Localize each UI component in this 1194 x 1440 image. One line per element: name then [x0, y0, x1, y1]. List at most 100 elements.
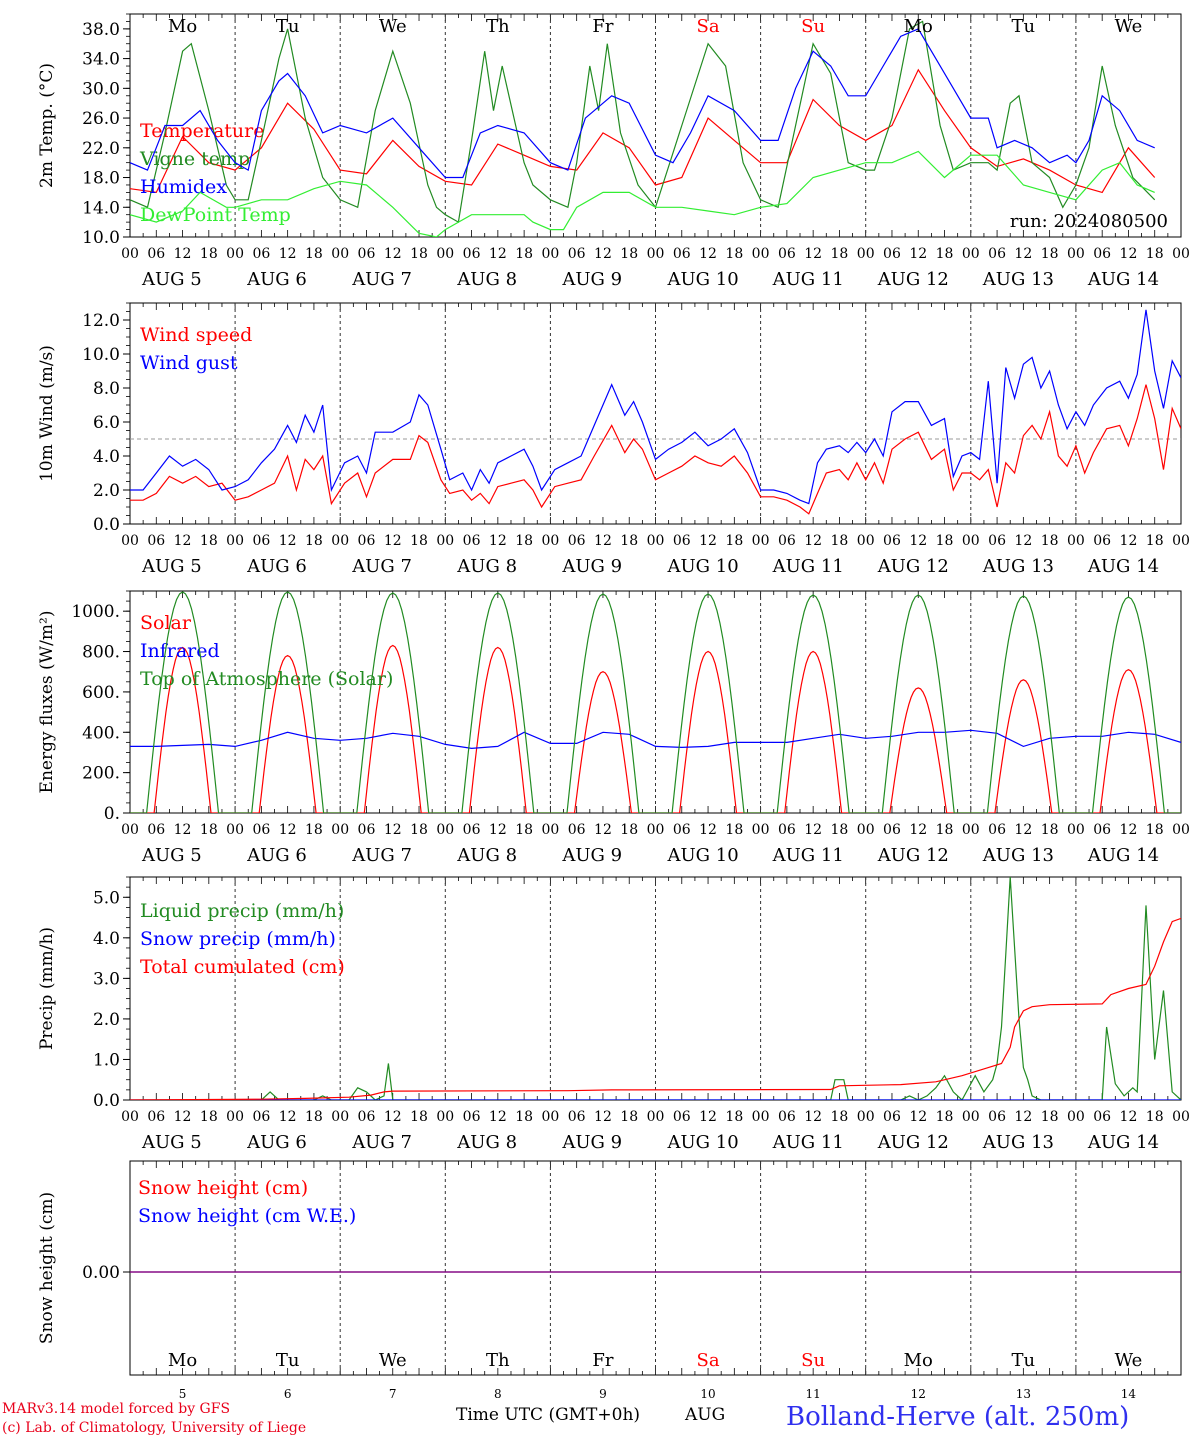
hour-label: 06: [147, 822, 165, 838]
y-tick-label: 2.0: [93, 481, 120, 501]
hour-label: 12: [384, 1109, 402, 1125]
hour-label: 18: [725, 1109, 743, 1125]
y-tick-label: 12.0: [82, 311, 120, 331]
y-axis-label: 10m Wind (m/s): [37, 345, 57, 482]
hour-label: 18: [305, 246, 323, 262]
hour-label: 00: [1067, 533, 1085, 549]
day-number-label: 8: [494, 1387, 502, 1401]
hour-label: 06: [147, 246, 165, 262]
hour-label: 12: [1120, 246, 1138, 262]
hour-label: 12: [1014, 533, 1032, 549]
legend-entry-2: Total cumulated (cm): [140, 956, 345, 978]
hour-label: 00: [1172, 822, 1190, 838]
date-label: AUG 6: [246, 556, 307, 577]
hour-label: 18: [725, 533, 743, 549]
hour-label: 12: [699, 1109, 717, 1125]
panel-2: 0.0 2.0 4.0 6.0 8.0 10.0 12.0 10m Wind (m/s) Win…: [37, 302, 1190, 577]
hour-label: 06: [883, 533, 901, 549]
y-tick-label: 4.0: [93, 447, 120, 467]
hour-label: 12: [1120, 822, 1138, 838]
hour-label: 00: [226, 533, 244, 549]
date-label: AUG 14: [1087, 845, 1159, 866]
date-label: AUG 7: [351, 845, 412, 866]
y-tick-label: 2.0: [93, 1010, 120, 1030]
hour-label: 06: [1093, 822, 1111, 838]
legend-entry-0: Wind speed: [140, 324, 252, 346]
x-axis-title: Time UTC (GMT+0h): [456, 1405, 641, 1425]
hour-label: 06: [358, 533, 376, 549]
hour-label: 06: [988, 1109, 1006, 1125]
series-line-1: [130, 309, 1181, 505]
series-line-1: [130, 20, 1156, 224]
hour-label: 12: [1120, 533, 1138, 549]
series-line-1: [130, 729, 1181, 750]
date-label: AUG 8: [456, 269, 517, 290]
hour-label: 12: [909, 246, 927, 262]
hour-label: 00: [121, 533, 139, 549]
day-number-label: 10: [700, 1387, 715, 1401]
weekday-label: Tu: [276, 16, 300, 37]
date-label: AUG 12: [877, 269, 949, 290]
y-tick-label: 18.0: [82, 169, 120, 189]
y-tick-label: 22.0: [82, 139, 120, 159]
date-label: AUG 5: [141, 845, 202, 866]
hour-label: 00: [121, 822, 139, 838]
hour-label: 18: [1041, 1109, 1059, 1125]
y-tick-label: 38.0: [82, 20, 120, 40]
hour-label: 12: [699, 533, 717, 549]
day-number-label: 9: [599, 1387, 607, 1401]
hour-label: 12: [699, 246, 717, 262]
date-label: AUG 10: [667, 269, 739, 290]
hour-label: 12: [174, 1109, 192, 1125]
y-tick-label: 0.00: [82, 1263, 120, 1283]
weekday-label: We: [1115, 1350, 1143, 1371]
hour-label: 18: [725, 246, 743, 262]
hour-label: 00: [436, 533, 454, 549]
hour-label: 06: [463, 1109, 481, 1125]
weekday-label: Fr: [592, 16, 613, 37]
y-tick-label: 0.0: [93, 1091, 120, 1111]
date-label: AUG 14: [1087, 269, 1159, 290]
weekday-label: Tu: [1012, 16, 1036, 37]
hour-label: 00: [226, 822, 244, 838]
y-tick-label: 1.0: [93, 1050, 120, 1070]
y-tick-label: 14.0: [82, 198, 120, 218]
date-label: AUG 9: [561, 845, 622, 866]
hour-label: 18: [305, 533, 323, 549]
date-label: AUG 7: [351, 1132, 412, 1153]
hour-label: 18: [410, 822, 428, 838]
hour-label: 06: [568, 246, 586, 262]
hour-label: 12: [279, 822, 297, 838]
legend-entry-0: Liquid precip (mm/h): [140, 900, 344, 922]
hour-label: 18: [936, 1109, 954, 1125]
hour-label: 00: [962, 246, 980, 262]
hour-label: 18: [1146, 533, 1164, 549]
y-tick-label: 10.0: [82, 228, 120, 248]
hour-label: 06: [147, 1109, 165, 1125]
hour-label: 18: [200, 246, 218, 262]
hour-label: 00: [436, 1109, 454, 1125]
hour-label: 12: [1120, 1109, 1138, 1125]
hour-label: 18: [410, 1109, 428, 1125]
hour-label: 12: [804, 822, 822, 838]
hour-label: 00: [121, 1109, 139, 1125]
legend-entry-2: Top of Atmosphere (Solar): [140, 668, 393, 690]
hour-label: 00: [752, 246, 770, 262]
y-tick-label: 6.0: [93, 413, 120, 433]
hour-label: 06: [778, 822, 796, 838]
hour-label: 00: [1067, 1109, 1085, 1125]
hour-label: 00: [1172, 533, 1190, 549]
weekday-label: Tu: [276, 1350, 300, 1371]
weekday-label: Tu: [1012, 1350, 1036, 1371]
date-label: AUG 13: [982, 1132, 1054, 1153]
hour-label: 18: [200, 1109, 218, 1125]
panel-1: 10.0 14.0 18.0 22.0 26.0 30.0 34.0 38.0 2m Temp.…: [37, 13, 1190, 290]
hour-label: 12: [594, 533, 612, 549]
series-line-0: [130, 68, 1156, 194]
hour-label: 00: [121, 246, 139, 262]
hour-label: 00: [541, 246, 559, 262]
hour-label: 18: [1146, 1109, 1164, 1125]
hour-label: 12: [489, 533, 507, 549]
weekday-label: Su: [801, 1350, 825, 1371]
date-label: AUG 5: [141, 269, 202, 290]
